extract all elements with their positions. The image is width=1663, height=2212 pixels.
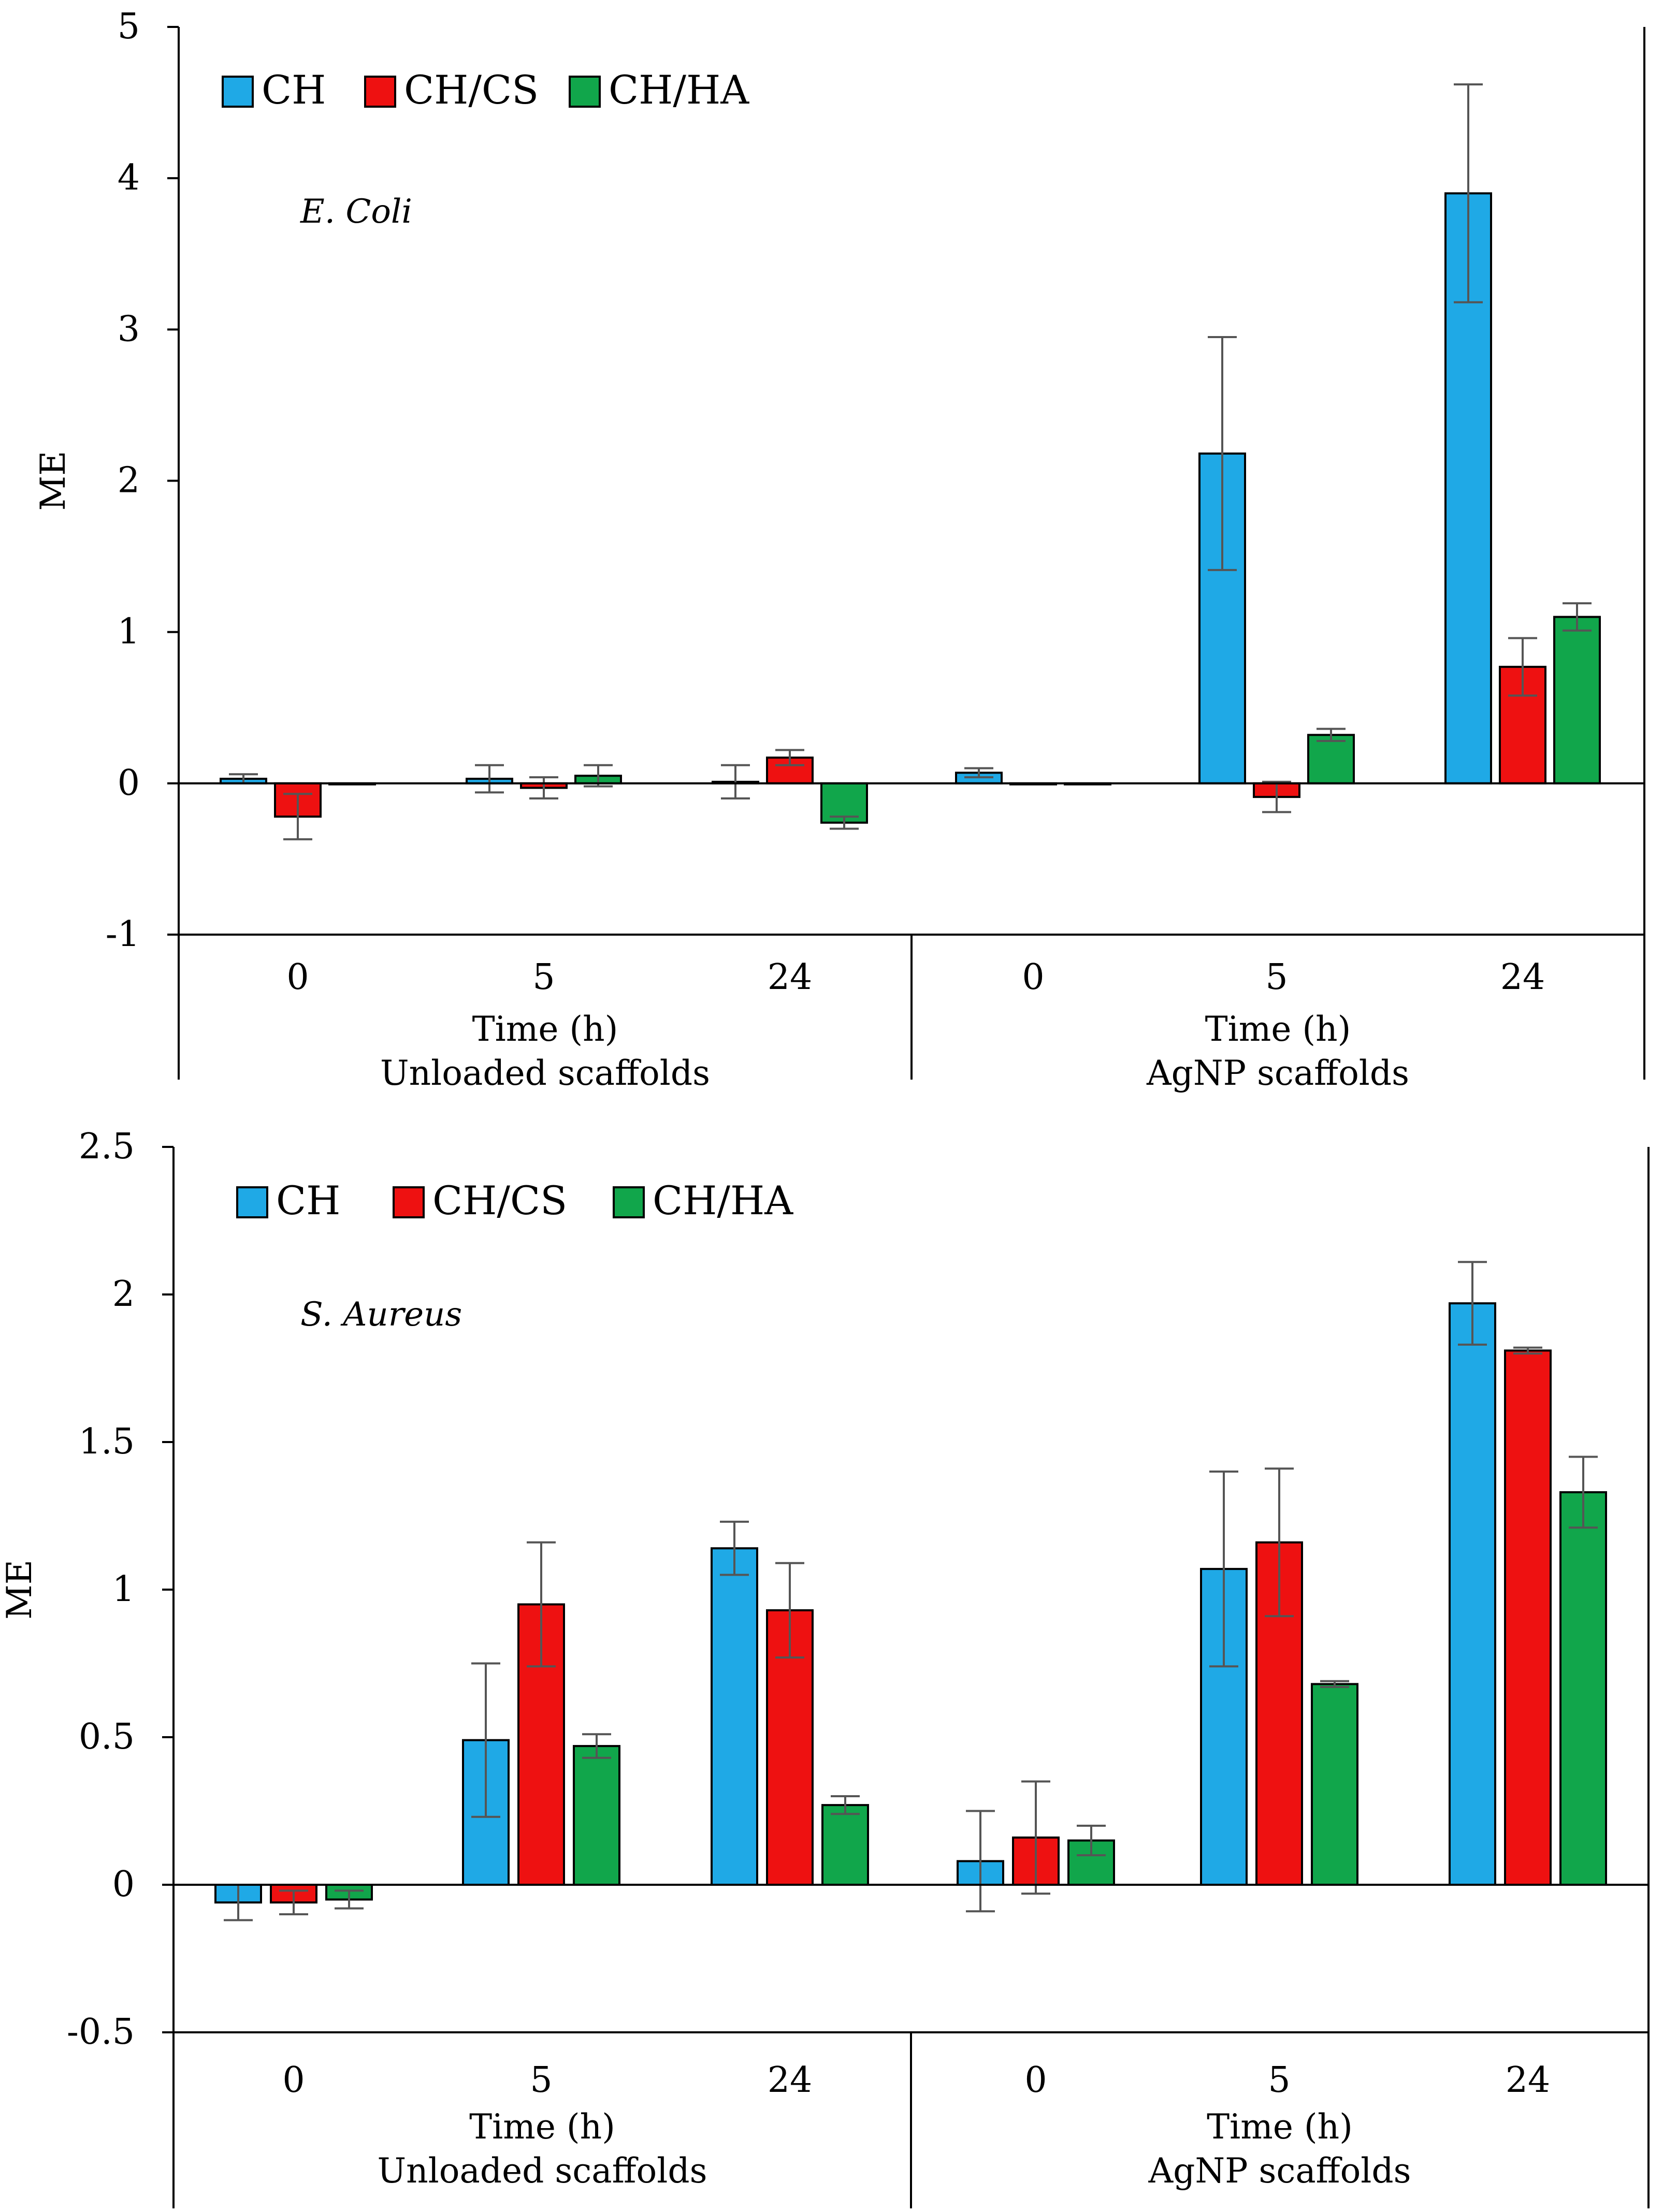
x-axis-label: Time (h): [472, 1009, 618, 1049]
legend-label-ch-cs: CH/CS: [404, 67, 539, 113]
bar-ch-ha: [1559, 1491, 1607, 1886]
legend-swatch-ch-ha: [613, 1186, 645, 1218]
y-tick-label: -1: [106, 914, 140, 955]
x-axis-label: Time (h): [1205, 1009, 1351, 1049]
x-tick-label: 0: [1022, 957, 1044, 998]
legend-swatch-ch-ha: [569, 76, 601, 108]
legend-swatch-ch-cs: [393, 1186, 425, 1218]
legend-swatch-ch-cs: [364, 76, 396, 108]
group-label: Unloaded scaffolds: [378, 2151, 707, 2191]
x-axis-label: Time (h): [469, 2107, 615, 2147]
x-tick-label: 0: [286, 957, 309, 998]
x-tick-label: 24: [1506, 2060, 1551, 2101]
bar-ch-ha: [821, 1804, 869, 1886]
bar-ch-cs: [1504, 1349, 1552, 1886]
x-tick-label: 0: [1024, 2060, 1047, 2101]
bar-ch-ha: [1307, 734, 1355, 784]
y-tick-label: -0.5: [67, 2012, 135, 2053]
y-tick-label: 1: [112, 1569, 135, 1610]
x-axis-label: Time (h): [1207, 2107, 1353, 2147]
organism-annotation: S. Aureus: [300, 1296, 462, 1334]
legend-label-ch-ha: CH/HA: [653, 1177, 793, 1224]
x-tick-label: 5: [532, 957, 555, 998]
x-tick-label: 24: [768, 2060, 813, 2101]
legend-label-ch-ha: CH/HA: [609, 67, 749, 113]
x-tick-label: 24: [1500, 957, 1545, 998]
group-label: Unloaded scaffolds: [380, 1053, 710, 1093]
y-tick-label: 0: [118, 763, 140, 804]
legend-label-ch: CH: [262, 67, 326, 113]
y-tick-label: 2: [112, 1274, 135, 1315]
bar-ch-ha: [1553, 616, 1601, 784]
x-tick-label: 0: [282, 2060, 305, 2101]
x-tick-label: 5: [1268, 2060, 1290, 2101]
x-tick-label: 24: [768, 957, 813, 998]
y-tick-label: 1: [118, 612, 140, 652]
y-tick-label: 3: [118, 309, 140, 350]
organism-annotation: E. Coli: [300, 193, 412, 231]
y-axis-label: ME: [0, 1560, 39, 1620]
legend-label-ch-cs: CH/CS: [432, 1177, 567, 1224]
bar-ch: [1449, 1302, 1496, 1886]
y-tick-label: 0: [112, 1864, 135, 1905]
chart-s-aureus: 2.5 2 1.5 1 0.5 0 -0.5 ME 0 5 24 0 5 24 Time (h) Time (…: [0, 1126, 1650, 2208]
group-label: AgNP scaffolds: [1148, 2151, 1411, 2191]
bar-ch-ha: [1311, 1683, 1358, 1886]
y-tick-label: 2: [118, 460, 140, 501]
y-tick-label: 2.5: [79, 1126, 135, 1167]
legend-label-ch: CH: [276, 1177, 340, 1224]
legend-swatch-ch: [236, 1186, 268, 1218]
y-axis-label: ME: [33, 451, 73, 511]
y-tick-label: 1.5: [79, 1421, 135, 1462]
x-tick-label: 5: [530, 2060, 552, 2101]
legend-swatch-ch: [222, 76, 254, 108]
group-label: AgNP scaffolds: [1146, 1053, 1409, 1093]
y-tick-label: 0.5: [79, 1716, 135, 1757]
y-tick-label: 5: [118, 6, 140, 47]
bar-ch: [711, 1547, 758, 1886]
bar-ch-ha: [573, 1745, 620, 1886]
y-tick-label: 4: [118, 157, 140, 198]
x-tick-label: 5: [1265, 957, 1288, 998]
